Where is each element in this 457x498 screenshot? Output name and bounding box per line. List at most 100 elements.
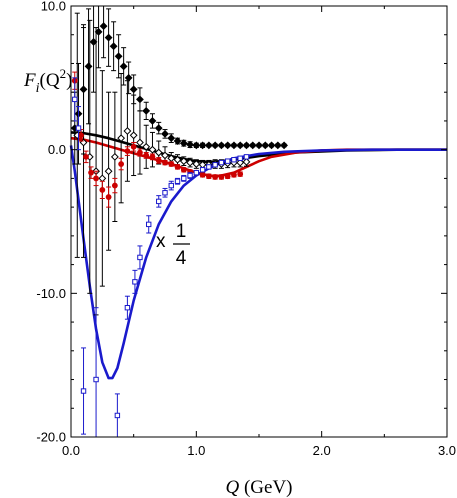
data-point (243, 154, 250, 160)
y-tick-label: -10.0 (36, 286, 66, 301)
data-point (186, 140, 194, 149)
data-point (212, 162, 218, 168)
data-point (104, 167, 113, 176)
data-point (167, 134, 176, 143)
y-tick-label: -20.0 (36, 430, 66, 445)
data-point (143, 152, 150, 159)
x-axis-title: Q (GeV) (225, 477, 292, 498)
data-point (136, 95, 144, 104)
data-point (218, 159, 225, 166)
data-point (155, 157, 162, 164)
data-point (130, 143, 137, 150)
data-point (111, 182, 118, 189)
data-point (224, 158, 231, 164)
data-point (142, 106, 151, 115)
scale-annotation: x 1 4 (156, 221, 190, 269)
data-point (154, 124, 163, 133)
y-axis-title-close: ) (66, 70, 72, 91)
data-point (168, 182, 174, 189)
data-point (109, 42, 118, 51)
data-point (173, 137, 182, 145)
data-point (137, 254, 143, 261)
data-point (193, 169, 200, 176)
data-point (142, 142, 151, 151)
data-point (174, 178, 181, 184)
data-point (98, 174, 107, 183)
data-point (168, 161, 175, 167)
x-tick-label: 3.0 (438, 443, 456, 458)
data-point (148, 145, 157, 154)
scale-annotation-prefix: x (156, 231, 166, 252)
y-axis-title-sub: i (36, 81, 40, 96)
data-point (93, 376, 99, 383)
data-point (156, 198, 162, 205)
data-point (237, 155, 243, 161)
data-point (173, 155, 182, 164)
data-point (146, 221, 152, 228)
data-point (124, 148, 131, 155)
data-point (114, 412, 121, 419)
data-point (236, 158, 245, 167)
data-point (84, 62, 93, 71)
data-point (137, 149, 143, 156)
data-points (70, 5, 288, 438)
data-point (162, 190, 168, 196)
data-series-3 (71, 71, 244, 208)
scale-annotation-numerator: 1 (176, 221, 187, 242)
x-axis-title-unit: (GeV) (239, 477, 292, 498)
data-point (174, 164, 181, 170)
data-point (78, 132, 84, 139)
data-point (123, 127, 132, 135)
data-point (83, 153, 89, 160)
data-point (192, 141, 201, 150)
data-point (280, 141, 288, 150)
data-point (80, 388, 87, 394)
data-point (119, 62, 128, 71)
data-point (230, 141, 238, 150)
data-point (199, 167, 206, 173)
data-point (93, 175, 99, 182)
data-point (179, 157, 188, 166)
data-point (186, 158, 194, 167)
data-point (273, 141, 282, 150)
data-point (242, 141, 251, 150)
data-point (231, 171, 237, 178)
y-axis-title-open: (Q (40, 70, 60, 91)
data-point (72, 96, 78, 103)
data-point (224, 173, 231, 180)
data-point (205, 173, 212, 180)
data-point (179, 139, 188, 148)
data-point (161, 151, 169, 160)
data-point (236, 141, 245, 150)
x-tick-label: 0.0 (62, 443, 80, 458)
data-point (118, 161, 125, 167)
data-point (75, 125, 82, 131)
data-point (129, 85, 138, 94)
y-axis-title: Fi(Q2) (23, 66, 72, 96)
data-point (181, 175, 187, 182)
plot-frame (70, 5, 448, 438)
data-point (218, 174, 225, 180)
data-point (212, 174, 219, 180)
data-point (104, 33, 113, 42)
scale-annotation-denominator: 4 (176, 248, 187, 269)
data-point (199, 171, 206, 178)
x-tick-label: 2.0 (313, 443, 331, 458)
data-point (105, 194, 112, 200)
data-point (124, 73, 133, 82)
data-series-1 (70, 5, 288, 165)
data-point (132, 279, 138, 285)
data-point (261, 141, 270, 150)
y-tick-label: 0.0 (48, 142, 66, 157)
x-axis-title-var: Q (225, 477, 239, 498)
tick-labels: 0.0 1.0 2.0 3.0 -20.0 -10.0 0.0 10.0 (36, 0, 456, 458)
data-point (99, 186, 106, 193)
data-point (180, 166, 187, 173)
data-series-4 (72, 77, 250, 438)
data-point (217, 141, 226, 150)
axis-ticks (70, 5, 448, 438)
data-point (129, 131, 138, 140)
data-point (237, 171, 244, 177)
data-point (192, 160, 201, 168)
